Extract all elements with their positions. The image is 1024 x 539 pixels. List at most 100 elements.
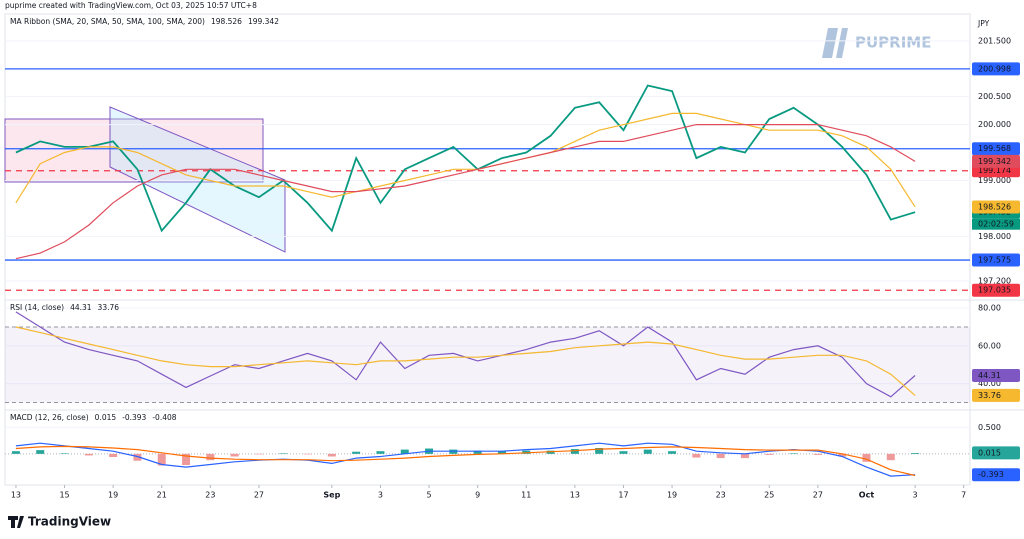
x-tick-label: Sep	[323, 491, 340, 500]
legend-value: 33.76	[98, 303, 120, 312]
y-tick-label: 198.000	[978, 232, 1011, 241]
series-line	[15, 326, 916, 396]
countdown: 02:02:59	[978, 220, 1014, 229]
histogram-bar	[109, 453, 118, 458]
legend-value: -0.408	[152, 413, 176, 422]
indicator-badge: -0.393	[978, 470, 1004, 479]
currency-label: JPY	[977, 19, 990, 28]
x-tick-label: 25	[764, 491, 774, 500]
histogram-bar	[36, 450, 45, 454]
tv-logo	[8, 516, 24, 528]
caption: puprime created with TradingView.com, Oc…	[5, 1, 257, 10]
indicator-badge: 0.015	[978, 448, 1001, 457]
footer-brand: TradingView	[28, 515, 111, 529]
x-tick-label: 19	[667, 491, 677, 500]
x-tick-label: 3	[378, 491, 383, 500]
histogram-bar	[643, 449, 652, 454]
histogram-bar	[133, 453, 142, 461]
legend-value: 199.342	[248, 17, 279, 26]
legend-value: 44.31	[70, 303, 92, 312]
histogram-bar	[84, 453, 93, 456]
level-badge: 197.575	[978, 256, 1011, 265]
series-line	[15, 445, 916, 477]
histogram-bar	[254, 453, 263, 455]
x-tick-label: 13	[11, 491, 21, 500]
histogram-bar	[400, 449, 409, 454]
x-tick-label: 5	[427, 491, 432, 500]
band-fill	[5, 326, 970, 403]
indicator-badge-bg	[972, 388, 1020, 402]
y-tick-label: 199.000	[978, 176, 1011, 185]
y-tick-label: 40.00	[978, 379, 1001, 388]
price-badge-bg	[972, 200, 1020, 214]
y-tick-label: 200.500	[978, 92, 1011, 101]
histogram-bar	[838, 453, 847, 457]
legend-value: -0.393	[122, 413, 146, 422]
histogram-bar	[668, 451, 677, 454]
range-box	[4, 118, 264, 183]
histogram-bar	[157, 453, 166, 466]
pane-title: MA Ribbon (SMA, 20, SMA, 50, SMA, 100, S…	[10, 17, 205, 26]
x-tick-label: 23	[205, 491, 215, 500]
histogram-bar	[376, 451, 385, 454]
x-tick-label: 7	[961, 491, 966, 500]
series-line	[15, 112, 916, 208]
x-tick-label: 17	[618, 491, 628, 500]
logo: PUPRIME	[855, 34, 931, 52]
histogram-bar	[862, 453, 871, 462]
histogram-bar	[182, 453, 191, 465]
histogram-bar	[886, 453, 895, 461]
level-badge-bg	[972, 142, 1020, 156]
y-tick-label: 80.00	[978, 304, 1001, 313]
indicator-badge-bg	[972, 468, 1020, 482]
legend-value: 198.526	[211, 17, 242, 26]
x-tick-label: 19	[108, 491, 118, 500]
logo-mark	[822, 28, 848, 58]
histogram-bar	[716, 453, 725, 459]
y-tick-label: 200.000	[978, 120, 1011, 129]
histogram-bar	[692, 453, 701, 458]
level-badge: 199.568	[978, 144, 1011, 153]
price-badge: 198.526	[978, 202, 1011, 211]
plot-frame	[4, 13, 971, 486]
x-tick-label: 21	[157, 491, 167, 500]
x-tick-label: Oct	[859, 491, 875, 500]
histogram-bar	[206, 453, 215, 461]
x-tick-label: 11	[521, 491, 531, 500]
pane-title: MACD (12, 26, close)	[10, 413, 89, 422]
legend-value: 0.015	[95, 413, 117, 422]
histogram-bar	[352, 451, 361, 454]
histogram-bar	[303, 453, 312, 455]
histogram-bar	[595, 448, 604, 454]
histogram-bar	[279, 453, 288, 454]
countdown-bg	[972, 218, 1020, 230]
histogram-bar	[813, 453, 822, 455]
level-badge-bg	[972, 283, 1020, 297]
y-tick-label: 201.500	[978, 36, 1011, 45]
histogram-bar	[765, 453, 774, 455]
histogram-bar	[619, 451, 628, 454]
price-badge-bg	[972, 154, 1020, 168]
level-badge-bg	[972, 253, 1020, 267]
x-tick-label: 3	[913, 491, 918, 500]
indicator-badge-bg	[972, 446, 1020, 460]
histogram-bar	[740, 453, 749, 459]
price-badge: 199.342	[978, 157, 1011, 166]
series-line	[15, 124, 916, 260]
indicator-badge: 44.31	[978, 371, 1001, 380]
histogram-bar	[789, 453, 798, 454]
level-badge: 199.174	[978, 166, 1011, 175]
level-badge: 200.998	[978, 64, 1011, 73]
histogram-bar	[497, 451, 506, 454]
histogram-bar	[327, 453, 336, 457]
x-tick-label: 9	[475, 491, 480, 500]
x-tick-label: 27	[254, 491, 264, 500]
x-tick-label: 13	[570, 491, 580, 500]
histogram-bar	[570, 449, 579, 454]
histogram-bar	[60, 453, 69, 454]
pane-title: RSI (14, close)	[10, 303, 64, 312]
histogram-bar	[11, 451, 20, 454]
